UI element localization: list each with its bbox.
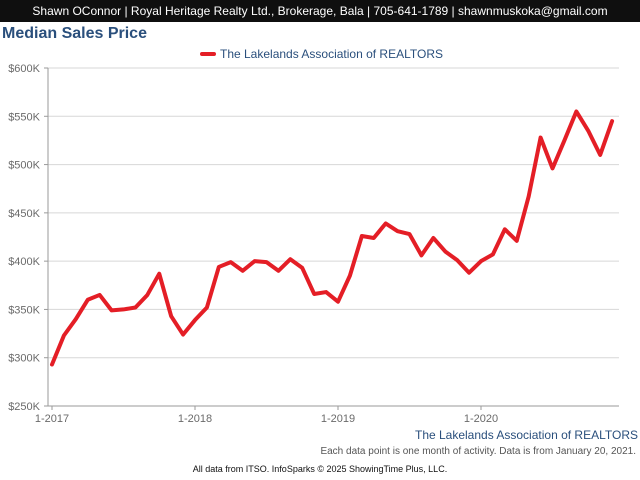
source-label: The Lakelands Association of REALTORS [414, 428, 638, 442]
data-point [229, 260, 233, 264]
plot-area [48, 68, 619, 406]
data-point [574, 109, 578, 113]
data-point [610, 119, 614, 123]
data-point [122, 307, 125, 311]
data-point [265, 260, 268, 264]
y-tick-label: $250K [8, 401, 40, 413]
data-point [74, 317, 78, 321]
data-point [169, 314, 173, 318]
chart-title: Median Sales Price [2, 25, 147, 42]
data-point [396, 229, 400, 233]
data-point [479, 259, 483, 263]
data-point [455, 258, 459, 262]
data-point [551, 166, 554, 170]
data-point [419, 253, 423, 257]
y-tick-label: $300K [8, 353, 40, 365]
x-tick-label: 1-2020 [464, 413, 498, 425]
data-point [372, 236, 376, 240]
data-note: Each data point is one month of activity… [320, 446, 636, 457]
data-point [86, 298, 90, 302]
y-tick-label: $400K [8, 256, 40, 268]
data-point [110, 308, 114, 312]
data-point [539, 136, 543, 140]
data-point [408, 232, 411, 236]
data-point [503, 227, 507, 231]
data-point [324, 290, 328, 294]
x-tick-label: 1-2019 [321, 413, 355, 425]
x-tick-label: 1-2017 [35, 413, 69, 425]
data-point [133, 305, 137, 309]
data-point [586, 129, 590, 133]
legend-swatch [200, 52, 216, 56]
data-point [312, 292, 316, 296]
header-text: Shawn OConnor | Royal Heritage Realty Lt… [32, 4, 608, 18]
data-point [443, 249, 447, 253]
legend-label: The Lakelands Association of REALTORS [220, 47, 444, 61]
data-point [241, 269, 245, 273]
chart-legend: The Lakelands Association of REALTORS [200, 45, 443, 63]
y-tick-label: $350K [8, 304, 40, 316]
x-tick-label: 1-2018 [178, 413, 212, 425]
data-point [384, 221, 388, 225]
data-point [515, 239, 519, 243]
series-line [50, 109, 615, 367]
data-point [181, 333, 185, 337]
data-point [50, 362, 54, 366]
data-point [145, 293, 149, 297]
data-point [527, 194, 531, 198]
footer-credit: All data from ITSO. InfoSparks © 2025 Sh… [192, 464, 448, 474]
data-point [62, 334, 66, 338]
header-bar: Shawn OConnor | Royal Heritage Realty Lt… [0, 0, 640, 22]
data-point [360, 234, 364, 238]
data-point [98, 293, 102, 297]
data-point [217, 265, 221, 269]
y-tick-label: $450K [8, 208, 40, 220]
data-point [157, 272, 161, 276]
data-point [431, 236, 435, 240]
y-tick-label: $600K [8, 63, 40, 75]
data-point [300, 266, 304, 270]
data-point [348, 274, 352, 278]
data-point [276, 269, 280, 273]
data-point [288, 257, 292, 261]
data-point [253, 259, 257, 263]
data-point [598, 153, 602, 157]
data-point [336, 300, 340, 304]
data-point [205, 305, 209, 309]
data-point [562, 138, 566, 142]
y-tick-label: $550K [8, 111, 40, 123]
y-tick-label: $500K [8, 160, 40, 172]
data-point [467, 271, 471, 275]
data-point [193, 318, 197, 322]
data-point [491, 252, 495, 256]
